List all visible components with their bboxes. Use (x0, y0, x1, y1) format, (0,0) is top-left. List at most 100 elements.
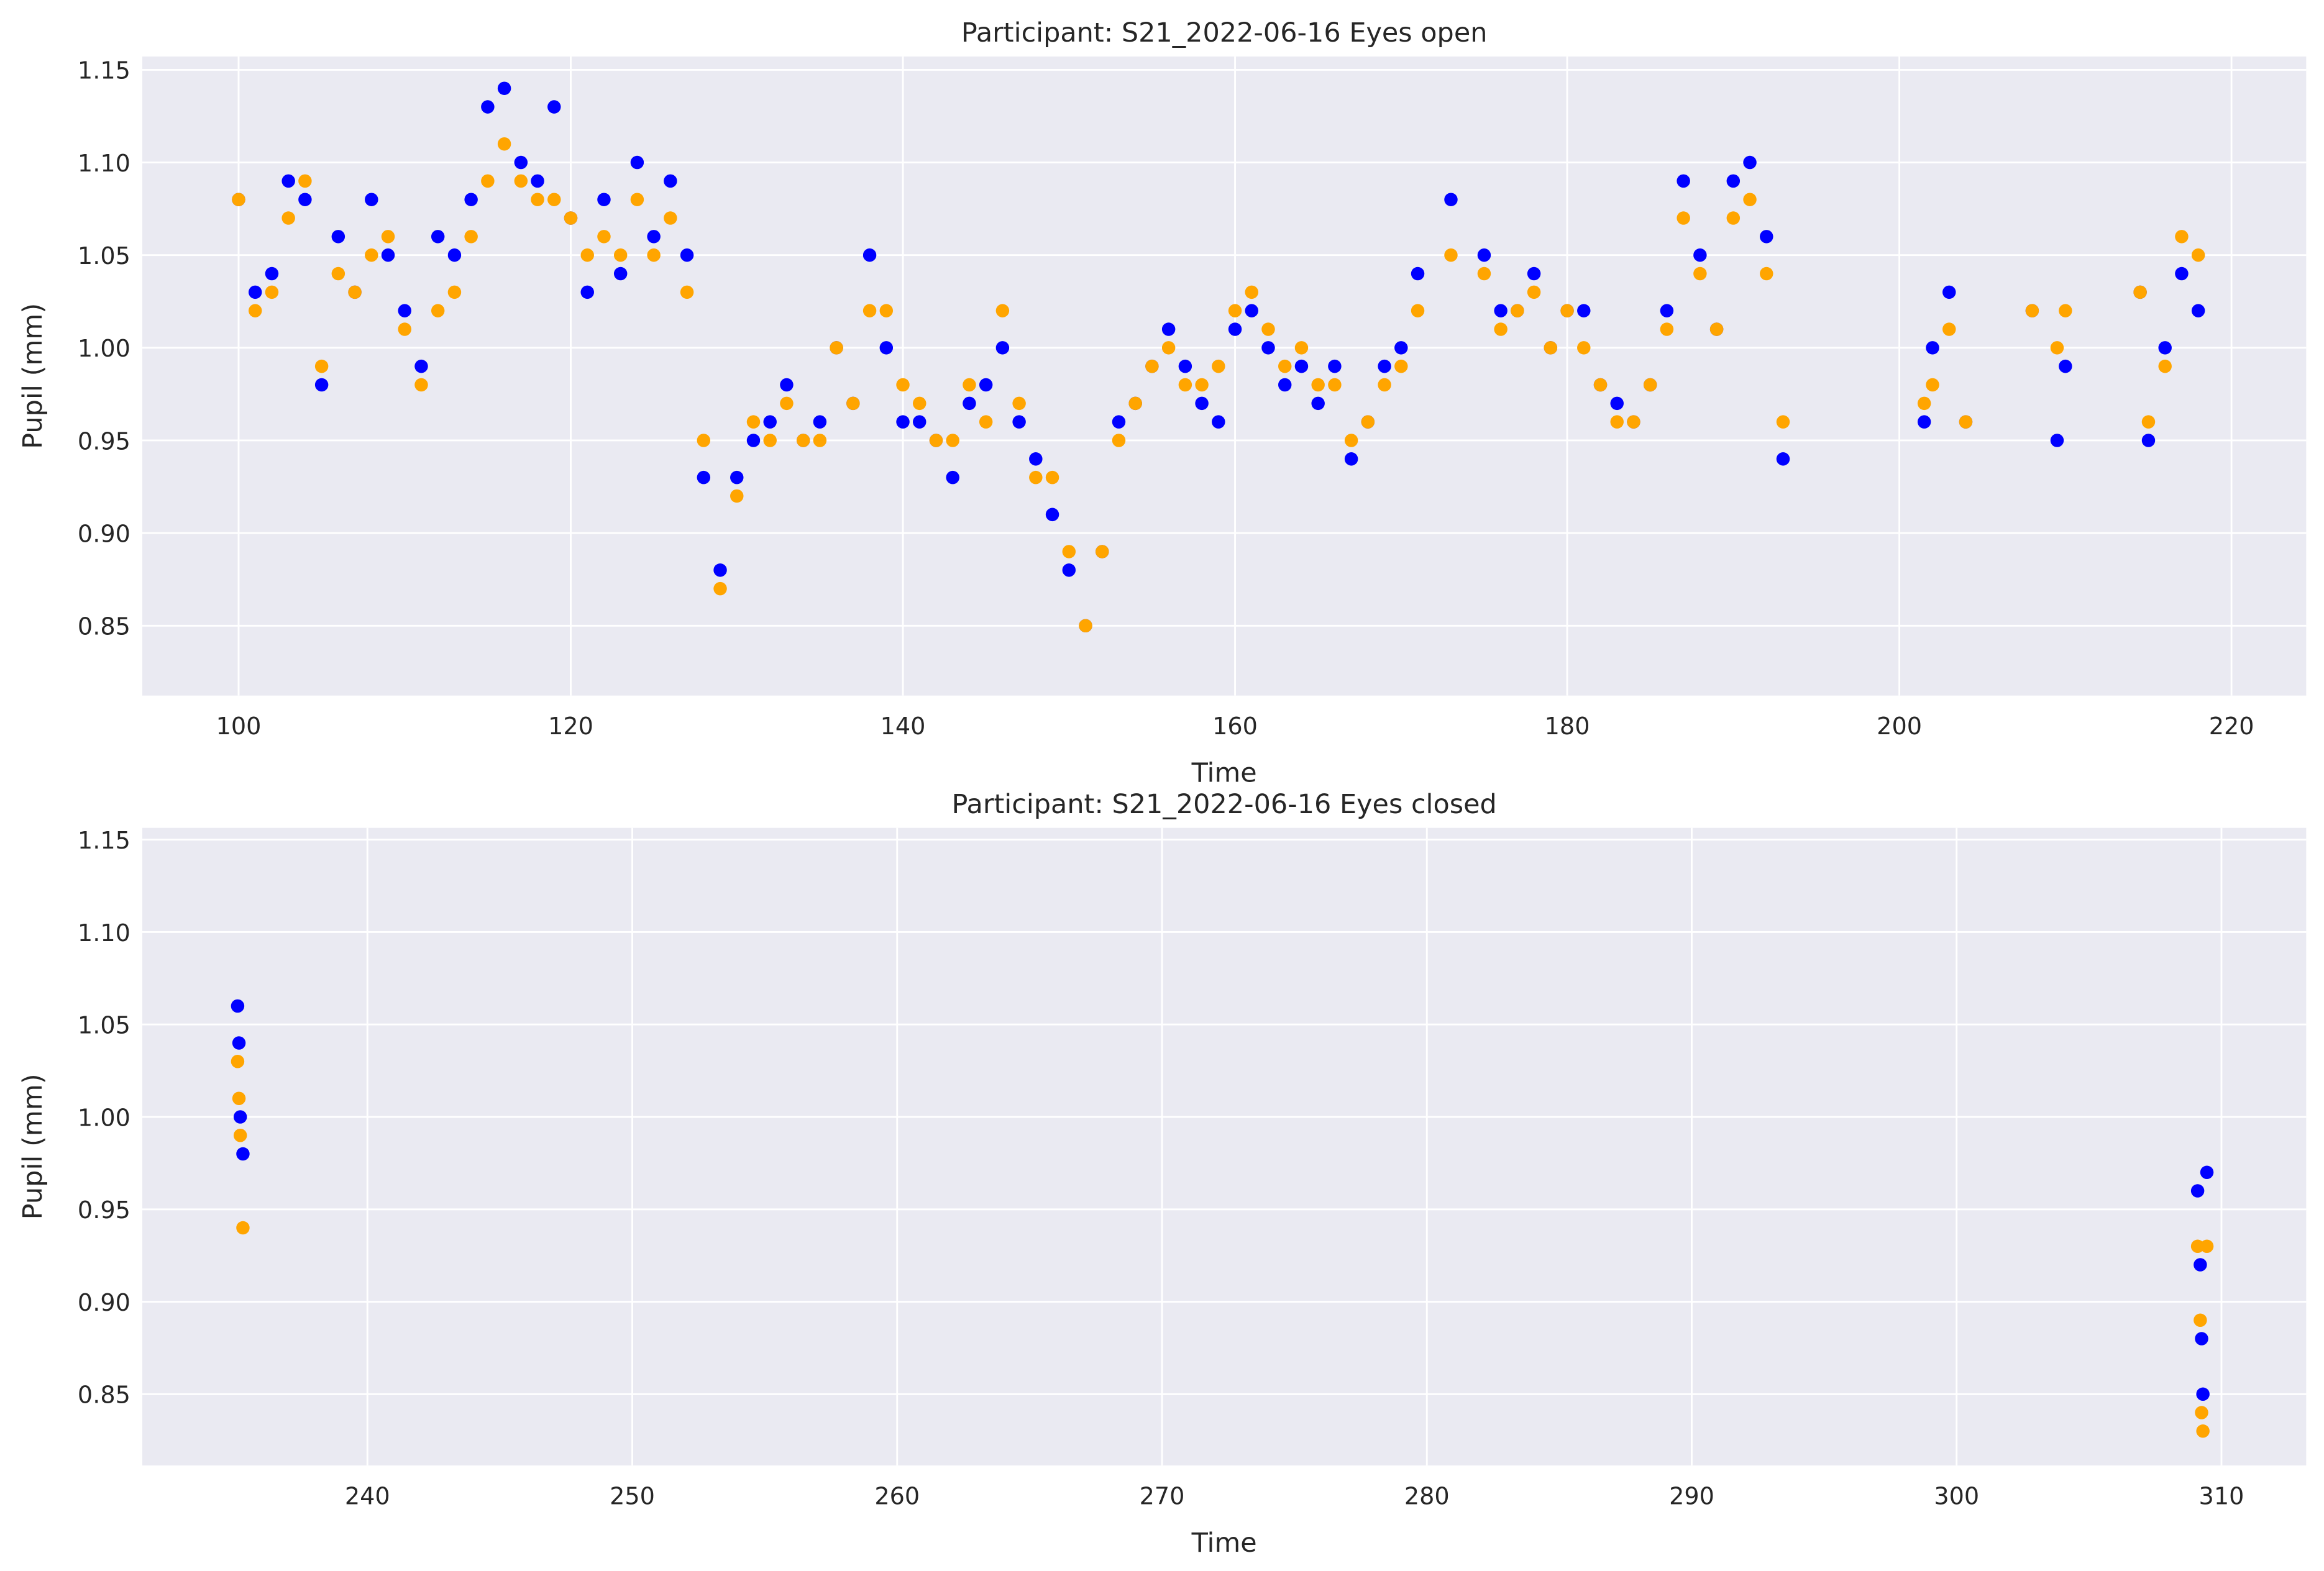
data-point (1394, 359, 1408, 373)
data-point (664, 211, 677, 225)
data-point (1743, 155, 1757, 170)
data-point (2200, 1165, 2214, 1180)
data-point (664, 174, 677, 188)
data-point (265, 285, 279, 299)
data-point (879, 341, 894, 355)
data-point (298, 193, 312, 206)
data-point (680, 285, 694, 299)
y-tick-label: 0.95 (78, 428, 130, 455)
data-point (1228, 322, 1242, 336)
data-point (381, 248, 395, 262)
data-point (2059, 359, 2072, 373)
data-point (813, 415, 827, 429)
data-point (1627, 415, 1640, 429)
y-tick-label: 0.85 (78, 614, 130, 641)
data-point (233, 1110, 247, 1124)
y-tick-label: 0.90 (78, 521, 130, 548)
data-point (1294, 359, 1309, 373)
data-point (1344, 452, 1358, 466)
data-point (1577, 304, 1591, 317)
data-point (1245, 285, 1259, 299)
data-point (896, 415, 910, 429)
data-point (564, 211, 578, 225)
data-point (233, 1128, 247, 1142)
data-point (514, 155, 528, 170)
data-point (1195, 396, 1209, 411)
data-point (331, 230, 345, 244)
data-point (1544, 341, 1558, 355)
x-tick-label: 120 (548, 713, 593, 740)
data-point (1261, 341, 1275, 355)
data-point (597, 193, 611, 206)
data-point (913, 415, 926, 429)
y-tick-label: 1.10 (78, 920, 130, 947)
data-point (580, 248, 594, 262)
data-point (365, 193, 378, 206)
data-point (946, 434, 959, 447)
x-axis-label: Time (1191, 757, 1257, 788)
x-tick-label: 100 (216, 713, 262, 740)
data-point (1660, 304, 1674, 317)
data-point (2158, 341, 2172, 355)
data-point (1161, 341, 1176, 355)
y-tick-label: 1.05 (78, 243, 130, 270)
data-point (232, 1036, 246, 1050)
chart-title: Participant: S21_2022-06-16 Eyes open (961, 17, 1488, 48)
data-point (2141, 415, 2156, 429)
data-point (1278, 378, 1292, 392)
data-point (414, 359, 428, 373)
data-point (963, 396, 976, 411)
data-point (2200, 1239, 2214, 1254)
data-point (464, 193, 478, 206)
x-tick-label: 140 (881, 713, 926, 740)
data-point (314, 378, 329, 392)
data-point (1311, 396, 1325, 411)
data-point (862, 304, 877, 317)
data-point (2190, 1239, 2205, 1254)
data-point (613, 266, 628, 281)
data-point (1693, 266, 1707, 281)
data-point (1527, 266, 1541, 281)
data-point (1660, 322, 1674, 336)
data-point (514, 174, 528, 188)
data-point (547, 193, 561, 206)
data-point (414, 378, 428, 392)
data-point (1511, 304, 1524, 317)
data-point (2059, 304, 2072, 317)
x-tick-label: 250 (610, 1483, 655, 1510)
data-point (1942, 322, 1956, 336)
data-point (1477, 266, 1491, 281)
data-point (647, 230, 661, 244)
data-point (1261, 322, 1275, 336)
data-point (2050, 341, 2064, 355)
data-point (248, 304, 262, 317)
data-point (830, 341, 843, 355)
data-point (1378, 359, 1391, 373)
data-point (231, 999, 245, 1013)
data-point (232, 1091, 246, 1106)
y-tick-label: 0.90 (78, 1290, 130, 1317)
data-point (979, 378, 993, 392)
data-point (1942, 285, 1956, 299)
data-point (1494, 304, 1507, 317)
data-point (630, 155, 644, 170)
data-point (1328, 378, 1342, 392)
data-point (2196, 1424, 2210, 1438)
data-point (2191, 248, 2205, 262)
plot-area (142, 56, 2307, 696)
data-point (913, 396, 926, 411)
data-point (447, 248, 462, 262)
data-point (2195, 1406, 2208, 1419)
data-point (1726, 211, 1741, 225)
data-point (979, 415, 993, 429)
data-point (2141, 434, 2156, 447)
x-tick-label: 310 (2199, 1483, 2244, 1510)
data-point (713, 581, 727, 596)
x-tick-label: 220 (2209, 713, 2254, 740)
data-point (1195, 378, 1209, 392)
data-point (2050, 434, 2064, 447)
data-point (763, 434, 777, 447)
data-point (1045, 508, 1059, 522)
data-point (2025, 304, 2039, 317)
x-tick-label: 290 (1669, 1483, 1714, 1510)
